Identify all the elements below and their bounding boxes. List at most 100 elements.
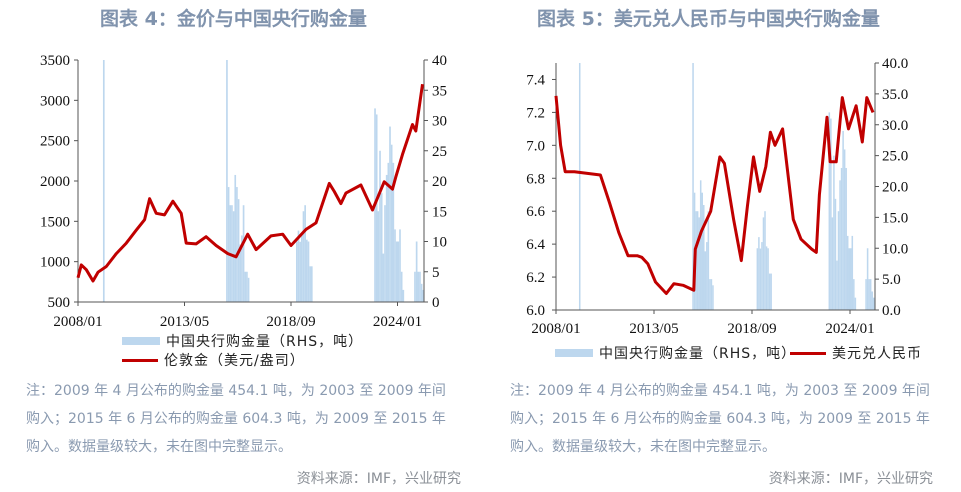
bar-purchase (227, 187, 230, 302)
bar-purchase (379, 150, 381, 302)
x-tick-label: 2024/01 (825, 321, 874, 337)
bar-purchase (699, 180, 702, 310)
y-left-tick-label: 3000 (40, 93, 70, 109)
bar-purchase (417, 271, 420, 302)
bar-purchase (244, 271, 247, 302)
chart-4-note: 注：2009 年 4 月公布的购金量 454.1 吨，为 2003 至 2009… (26, 383, 446, 455)
legend-item-line: 伦敦金（美元/盎司） (122, 350, 305, 370)
bar-purchase (833, 155, 835, 310)
chart-5-note: 注：2009 年 4 月公布的购金量 454.1 吨，为 2003 至 2009… (510, 383, 930, 455)
chart-4-source: 资料来源：IMF，兴业研究 (296, 471, 461, 487)
bar-purchase (578, 63, 581, 310)
y-right-tick-label: 20.0 (882, 180, 908, 196)
y-left-tick-label: 6.8 (526, 171, 545, 187)
bar-purchase (422, 289, 425, 302)
y-left-tick-label: 7.0 (526, 138, 545, 154)
line-series (554, 95, 875, 295)
bar-purchase (696, 211, 699, 310)
bar-purchase (868, 279, 870, 310)
legend-label: 中国央行购金量（RHS，吨） (599, 346, 797, 362)
bar-purchase (846, 235, 849, 310)
y-right-tick-label: 0.0 (882, 303, 901, 319)
x-tick-label: 2013/05 (160, 314, 209, 330)
chart-5-title: 图表 5：美元兑人民币与中国央行购金量 (537, 8, 880, 30)
bar-purchase (242, 205, 245, 302)
legend-swatch-bar (555, 349, 593, 357)
y-right-tick-label: 10.0 (882, 241, 908, 257)
bar-purchase (850, 248, 852, 310)
bar-purchase (758, 237, 760, 310)
y-left-tick-label: 6.2 (526, 270, 545, 286)
bar-purchase (241, 235, 243, 302)
bar-purchase (767, 248, 769, 310)
bar-purchase (239, 244, 242, 302)
bar-purchase (394, 229, 396, 302)
bar-purchase (828, 112, 831, 311)
bar-purchase (307, 241, 310, 302)
y-right-tick-label: 25 (432, 144, 447, 160)
x-tick-label: 2008/01 (531, 321, 580, 337)
y-left-tick-label: 2000 (40, 174, 70, 190)
bar-purchase (712, 285, 714, 310)
bar-purchase (839, 180, 841, 310)
bar-purchase (304, 205, 306, 302)
bar-purchase (698, 217, 700, 310)
y-right-tick-label: 5 (432, 265, 440, 281)
y-right-tick-label: 35 (432, 83, 447, 99)
bar-purchase (395, 241, 398, 302)
bar-purchase (704, 251, 707, 310)
bar-purchase (770, 273, 772, 310)
y-left-tick-label: 6.4 (526, 237, 545, 253)
bar-purchase (234, 174, 237, 302)
y-right-tick-label: 0 (432, 295, 440, 311)
y-left-tick-label: 500 (48, 295, 71, 311)
bar-purchase (837, 211, 840, 310)
y-right-tick-label: 40 (432, 53, 447, 69)
x-tick-label: 2024/01 (373, 314, 422, 330)
legend-label: 中国央行购金量（RHS，吨） (166, 334, 364, 350)
y-left-tick-label: 7.2 (526, 105, 545, 121)
bar-purchase (420, 283, 423, 302)
chart-4-title: 图表 4：金价与中国央行购金量 (100, 8, 367, 30)
y-left-tick-label: 6.6 (526, 204, 545, 220)
y-right-tick-label: 30 (432, 114, 447, 130)
y-left-tick-label: 3500 (40, 53, 70, 69)
bar-purchase (759, 248, 762, 310)
y-left-tick-label: 1500 (40, 214, 70, 230)
bar-purchase (419, 271, 421, 302)
bar-purchase (392, 162, 395, 302)
y-left-tick-label: 6.0 (526, 303, 545, 319)
bar-purchase (302, 211, 305, 302)
bar-purchase (310, 266, 313, 302)
bar-purchase (848, 248, 850, 310)
legend-swatch-line (790, 351, 826, 355)
bar-purchase (300, 235, 303, 302)
bar-purchase (869, 279, 872, 310)
bar-purchase (706, 242, 708, 310)
x-tick-label: 2018/09 (266, 314, 315, 330)
bar-purchase (387, 162, 390, 302)
y-right-tick-label: 35.0 (882, 87, 908, 103)
y-right-tick-label: 15.0 (882, 210, 908, 226)
y-right-tick-label: 30.0 (882, 118, 908, 134)
bar-purchase (382, 253, 385, 302)
bar-purchase (400, 271, 403, 302)
legend-label: 伦敦金（美元/盎司） (164, 353, 305, 369)
bar-purchase (299, 241, 301, 302)
bar-purchase (707, 211, 710, 310)
bar-purchase (415, 241, 418, 302)
bar-purchase (385, 174, 388, 302)
legend-item-line: 美元兑人民币 (790, 343, 922, 363)
bar-purchase (830, 118, 832, 310)
bar-purchase (375, 114, 378, 302)
bar-purchase (402, 289, 405, 302)
bar-purchase (692, 63, 694, 310)
bar-purchase (865, 279, 867, 310)
bar-purchase (226, 60, 228, 302)
bar-purchase (701, 192, 703, 310)
bar-purchase (842, 130, 844, 310)
bar-purchase (834, 198, 837, 310)
bar-purchase (871, 291, 873, 310)
bar-purchase (380, 193, 383, 302)
bar-purchase (854, 297, 857, 310)
